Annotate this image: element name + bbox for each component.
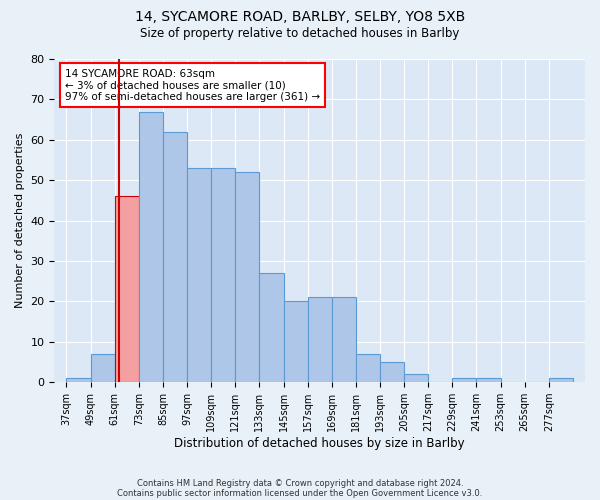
Bar	[404, 374, 428, 382]
Bar	[549, 378, 573, 382]
Text: Contains HM Land Registry data © Crown copyright and database right 2024.: Contains HM Land Registry data © Crown c…	[137, 479, 463, 488]
Bar	[115, 196, 139, 382]
Bar	[332, 298, 356, 382]
Bar	[211, 168, 235, 382]
Bar	[476, 378, 500, 382]
Bar	[67, 378, 91, 382]
Bar	[187, 168, 211, 382]
Bar	[308, 298, 332, 382]
Bar	[91, 354, 115, 382]
Bar	[356, 354, 380, 382]
Bar	[139, 112, 163, 382]
Text: Contains public sector information licensed under the Open Government Licence v3: Contains public sector information licen…	[118, 489, 482, 498]
Bar	[284, 302, 308, 382]
Bar	[380, 362, 404, 382]
Text: Size of property relative to detached houses in Barlby: Size of property relative to detached ho…	[140, 28, 460, 40]
Bar	[452, 378, 476, 382]
Bar	[259, 273, 284, 382]
Y-axis label: Number of detached properties: Number of detached properties	[15, 133, 25, 308]
Text: 14, SYCAMORE ROAD, BARLBY, SELBY, YO8 5XB: 14, SYCAMORE ROAD, BARLBY, SELBY, YO8 5X…	[135, 10, 465, 24]
X-axis label: Distribution of detached houses by size in Barlby: Distribution of detached houses by size …	[175, 437, 465, 450]
Text: 14 SYCAMORE ROAD: 63sqm
← 3% of detached houses are smaller (10)
97% of semi-det: 14 SYCAMORE ROAD: 63sqm ← 3% of detached…	[65, 68, 320, 102]
Bar	[235, 172, 259, 382]
Bar	[163, 132, 187, 382]
